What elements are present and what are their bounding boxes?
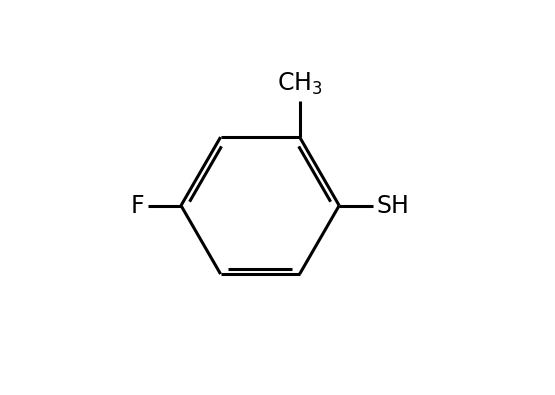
Text: F: F: [130, 194, 144, 218]
Text: CH$_3$: CH$_3$: [277, 70, 322, 97]
Text: SH: SH: [376, 194, 409, 218]
